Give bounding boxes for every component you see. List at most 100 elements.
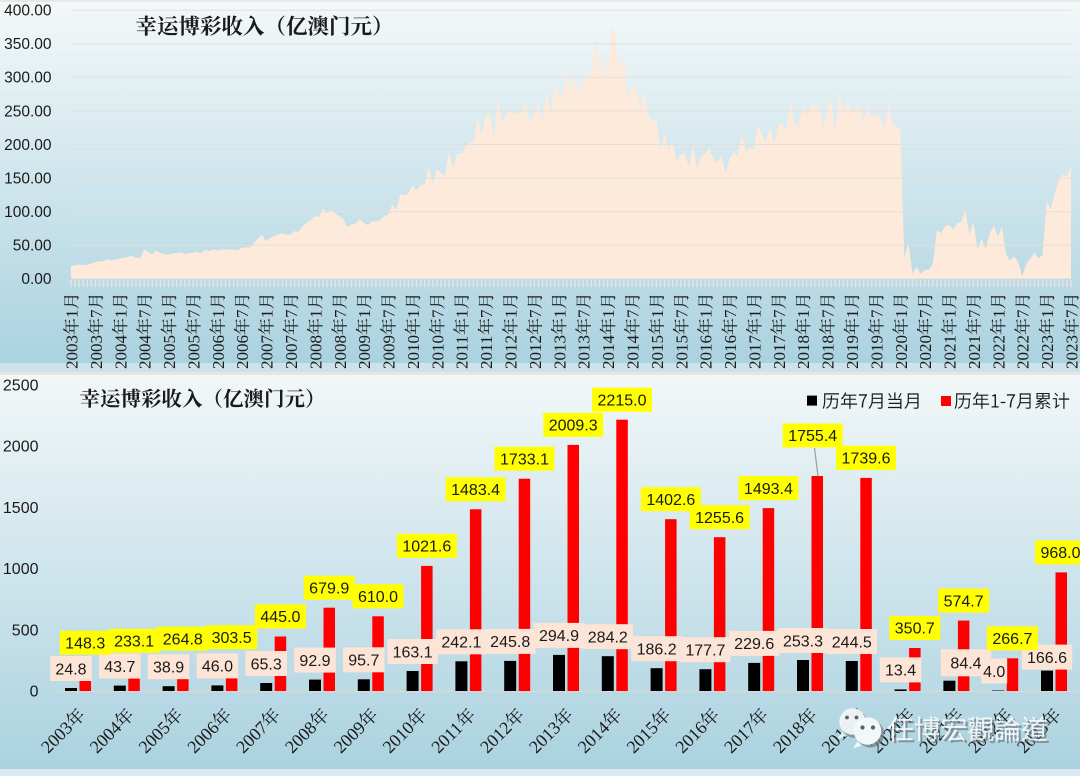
svg-text:7: 7 [965,309,984,318]
svg-text:2016: 2016 [697,335,716,369]
svg-text:2010: 2010 [404,335,423,369]
svg-text:7: 7 [136,309,155,318]
svg-text:245.8: 245.8 [490,634,530,651]
svg-text:7: 7 [672,309,691,318]
svg-text:303.5: 303.5 [212,630,252,647]
svg-text:1: 1 [404,310,423,319]
svg-text:1: 1 [941,310,960,319]
svg-text:7: 7 [282,309,301,318]
svg-text:574.7: 574.7 [944,593,984,610]
svg-text:242.1: 242.1 [441,635,481,652]
svg-text:1483.4: 1483.4 [451,482,500,499]
svg-text:38.9: 38.9 [153,660,184,677]
svg-text:7: 7 [575,309,594,318]
svg-text:2215.0: 2215.0 [598,392,647,409]
svg-text:2500: 2500 [3,377,39,394]
svg-text:65.3: 65.3 [251,656,282,673]
svg-text:2020: 2020 [916,335,935,369]
svg-text:1: 1 [306,310,325,319]
svg-text:1: 1 [1038,310,1057,319]
svg-text:2015: 2015 [672,335,691,369]
svg-text:1: 1 [111,310,130,319]
svg-text:2015: 2015 [648,335,667,369]
svg-text:2021: 2021 [965,335,984,369]
svg-text:95.7: 95.7 [348,653,379,670]
svg-text:1: 1 [648,310,667,319]
svg-text:2020: 2020 [892,335,911,369]
svg-text:2018: 2018 [794,335,813,369]
svg-text:2010: 2010 [428,335,447,369]
svg-text:1: 1 [160,310,179,319]
svg-text:2021: 2021 [941,335,960,369]
svg-text:1: 1 [355,310,374,319]
svg-text:92.9: 92.9 [299,653,330,670]
svg-text:294.9: 294.9 [539,628,579,645]
svg-text:163.1: 163.1 [393,644,433,661]
svg-text:2014: 2014 [624,335,643,370]
svg-text:1255.6: 1255.6 [695,510,744,527]
svg-text:1: 1 [209,310,228,319]
svg-text:1: 1 [794,310,813,319]
svg-text:84.4: 84.4 [950,656,981,673]
svg-text:2017: 2017 [770,335,789,370]
svg-text:1: 1 [843,310,862,319]
svg-text:1739.6: 1739.6 [842,451,891,468]
svg-text:2009: 2009 [355,335,374,369]
svg-text:2008: 2008 [306,335,325,369]
svg-text:2019: 2019 [867,335,886,369]
svg-text:0: 0 [30,684,39,701]
svg-text:50.00: 50.00 [13,238,52,255]
svg-text:7: 7 [380,309,399,318]
svg-text:7: 7 [526,309,545,318]
svg-text:2019: 2019 [843,335,862,369]
svg-text:1: 1 [697,310,716,319]
svg-text:7: 7 [867,309,886,318]
svg-text:250.00: 250.00 [4,103,52,120]
svg-text:968.0: 968.0 [1040,545,1080,562]
svg-text:7: 7 [916,309,935,318]
svg-text:2006: 2006 [233,335,252,369]
svg-text:7: 7 [1063,309,1080,318]
svg-text:2007: 2007 [258,335,277,370]
svg-text:229.6: 229.6 [734,636,774,653]
svg-text:1: 1 [599,310,618,319]
svg-text:7: 7 [87,309,106,318]
svg-text:24.8: 24.8 [55,661,86,678]
svg-text:350.00: 350.00 [4,36,52,53]
svg-text:7: 7 [331,309,350,318]
svg-text:350.7: 350.7 [895,621,935,638]
svg-text:2014: 2014 [599,335,618,370]
svg-text:7: 7 [185,309,204,318]
svg-text:7: 7 [428,309,447,318]
svg-text:2000: 2000 [3,439,39,456]
svg-text:7: 7 [770,309,789,318]
svg-text:150.00: 150.00 [4,170,52,187]
svg-text:2011: 2011 [477,336,496,369]
svg-text:2012: 2012 [502,335,521,369]
svg-text:2005: 2005 [160,335,179,369]
svg-text:2005: 2005 [185,335,204,369]
svg-text:2017: 2017 [745,335,764,370]
svg-text:2004: 2004 [136,335,155,370]
svg-text:46.0: 46.0 [202,659,233,676]
svg-text:1500: 1500 [3,500,39,517]
svg-text:253.3: 253.3 [783,633,823,650]
svg-text:284.2: 284.2 [588,630,628,647]
svg-text:2003: 2003 [87,335,106,369]
svg-text:177.7: 177.7 [685,643,725,660]
svg-text:2004: 2004 [111,335,130,370]
svg-text:186.2: 186.2 [637,642,677,659]
svg-text:200.00: 200.00 [4,137,52,154]
svg-text:233.1: 233.1 [114,634,154,651]
svg-text:43.7: 43.7 [104,659,135,676]
svg-text:2008: 2008 [331,335,350,369]
svg-text:2013: 2013 [550,335,569,369]
svg-text:445.0: 445.0 [260,609,300,626]
svg-text:1021.6: 1021.6 [402,539,451,556]
svg-text:264.8: 264.8 [163,631,203,648]
svg-text:1: 1 [989,310,1008,319]
svg-text:2018: 2018 [819,335,838,369]
svg-text:2023: 2023 [1063,335,1080,369]
svg-text:2003: 2003 [63,335,82,369]
svg-text:1000: 1000 [3,561,39,578]
